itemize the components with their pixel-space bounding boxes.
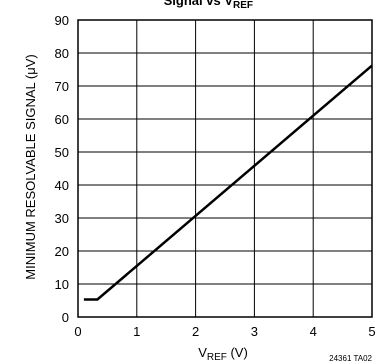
y-tick-label: 70: [55, 79, 69, 94]
grid-lines: [78, 20, 372, 317]
y-tick-label: 40: [55, 178, 69, 193]
y-axis-title: MINIMUM RESOLVABLE SIGNAL (μV): [23, 54, 38, 279]
series-layer: [83, 64, 373, 301]
chart-title: Signal vs VREF: [164, 0, 253, 11]
x-axis-title: VREF (V): [198, 345, 248, 363]
y-tick-label: 50: [55, 145, 69, 160]
x-tick-labels: 0 1 2 3 4 5: [74, 324, 375, 339]
plot-frame: [77, 19, 373, 318]
figure-id: 24361 TA02: [329, 354, 372, 363]
x-tick-label: 2: [192, 324, 199, 339]
y-tick-labels: 0 10 20 30 40 50 60 70 80 90: [55, 13, 69, 325]
x-tick-label: 1: [133, 324, 140, 339]
y-tick-label: 20: [55, 244, 69, 259]
y-tick-label: 0: [62, 310, 69, 325]
x-tick-label: 3: [251, 324, 258, 339]
series-line: [83, 64, 373, 301]
x-tick-label: 0: [74, 324, 81, 339]
y-tick-label: 90: [55, 13, 69, 28]
y-tick-label: 60: [55, 112, 69, 127]
x-tick-label: 4: [310, 324, 317, 339]
x-tick-label: 5: [368, 324, 375, 339]
y-tick-label: 80: [55, 46, 69, 61]
y-tick-label: 10: [55, 277, 69, 292]
y-tick-label: 30: [55, 211, 69, 226]
